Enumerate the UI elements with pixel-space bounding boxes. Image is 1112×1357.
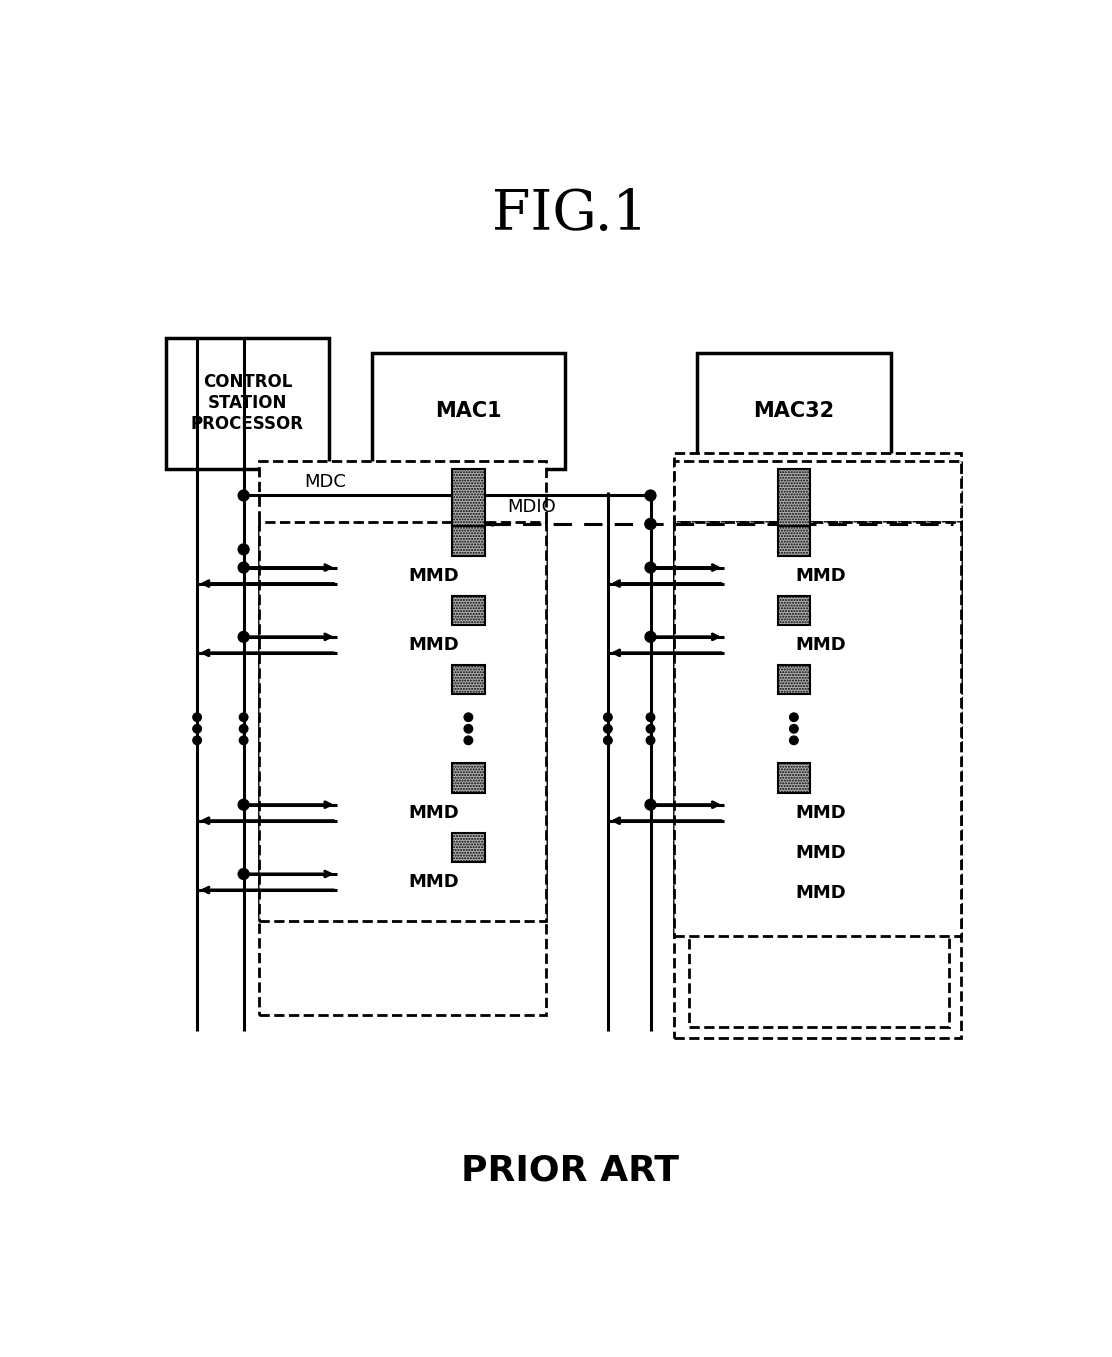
- Circle shape: [238, 490, 249, 501]
- Circle shape: [238, 562, 249, 573]
- Bar: [166, 338, 329, 468]
- Circle shape: [646, 712, 655, 722]
- Circle shape: [238, 544, 249, 555]
- Circle shape: [645, 799, 656, 810]
- Bar: [453, 764, 485, 792]
- Bar: [371, 353, 565, 468]
- Circle shape: [790, 735, 798, 745]
- Circle shape: [604, 735, 612, 745]
- Text: MMD: MMD: [408, 636, 459, 654]
- Circle shape: [790, 712, 798, 722]
- Bar: [777, 665, 811, 695]
- Bar: [777, 527, 811, 555]
- Text: FIG.1: FIG.1: [492, 187, 648, 242]
- Bar: [453, 527, 485, 555]
- Bar: [724, 792, 917, 833]
- Circle shape: [239, 725, 248, 733]
- Bar: [674, 453, 961, 1038]
- Bar: [777, 764, 811, 792]
- Text: MMD: MMD: [408, 873, 459, 892]
- Bar: [453, 665, 485, 695]
- Circle shape: [645, 518, 656, 529]
- Text: PRIOR ART: PRIOR ART: [460, 1153, 679, 1187]
- Bar: [453, 596, 485, 624]
- Text: MAC1: MAC1: [435, 400, 502, 421]
- Bar: [777, 468, 811, 527]
- Circle shape: [464, 712, 473, 722]
- Bar: [724, 555, 917, 596]
- Bar: [337, 555, 530, 596]
- Text: MMD: MMD: [795, 803, 846, 822]
- Bar: [697, 353, 891, 468]
- Bar: [337, 862, 530, 902]
- Circle shape: [238, 868, 249, 879]
- Circle shape: [645, 490, 656, 501]
- Circle shape: [646, 725, 655, 733]
- Text: MMD: MMD: [795, 567, 846, 585]
- Bar: [724, 833, 917, 873]
- Text: MAC32: MAC32: [753, 400, 834, 421]
- Bar: [724, 873, 917, 913]
- Text: MMD: MMD: [795, 844, 846, 862]
- Circle shape: [239, 735, 248, 745]
- Bar: [689, 760, 949, 928]
- Circle shape: [604, 725, 612, 733]
- Circle shape: [238, 631, 249, 642]
- Bar: [453, 468, 485, 527]
- Bar: [259, 461, 546, 1015]
- Circle shape: [604, 712, 612, 722]
- Bar: [259, 522, 546, 921]
- Text: MMD: MMD: [408, 803, 459, 822]
- Text: MDC: MDC: [304, 472, 346, 491]
- Bar: [674, 461, 961, 746]
- Circle shape: [790, 725, 798, 733]
- Circle shape: [192, 725, 201, 733]
- Bar: [674, 522, 961, 681]
- Circle shape: [192, 712, 201, 722]
- Bar: [453, 833, 485, 862]
- Circle shape: [646, 735, 655, 745]
- Circle shape: [464, 735, 473, 745]
- Text: MMD: MMD: [795, 883, 846, 902]
- Circle shape: [645, 562, 656, 573]
- Bar: [337, 792, 530, 833]
- Circle shape: [645, 518, 656, 529]
- Text: CONTROL
STATION
PROCESSOR: CONTROL STATION PROCESSOR: [191, 373, 304, 433]
- Circle shape: [192, 735, 201, 745]
- Bar: [689, 757, 949, 1027]
- Circle shape: [464, 725, 473, 733]
- Bar: [337, 624, 530, 665]
- Circle shape: [239, 712, 248, 722]
- Bar: [777, 596, 811, 624]
- Circle shape: [645, 631, 656, 642]
- Text: MDIO: MDIO: [507, 498, 556, 516]
- Text: MMD: MMD: [408, 567, 459, 585]
- Bar: [724, 624, 917, 665]
- Circle shape: [238, 799, 249, 810]
- Bar: [674, 522, 961, 936]
- Text: MMD: MMD: [795, 636, 846, 654]
